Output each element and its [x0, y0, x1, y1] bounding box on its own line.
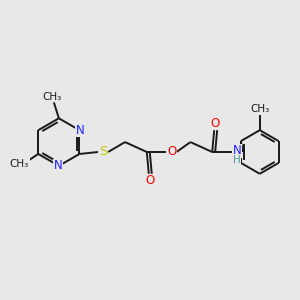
Text: H: H: [233, 155, 241, 165]
Text: CH₃: CH₃: [42, 92, 62, 101]
Text: O: O: [211, 117, 220, 130]
Text: N: N: [76, 124, 85, 137]
Text: CH₃: CH₃: [10, 159, 29, 169]
Text: CH₃: CH₃: [250, 104, 269, 114]
Text: N: N: [53, 159, 62, 172]
Text: O: O: [167, 146, 176, 158]
Text: N: N: [232, 145, 241, 158]
Text: O: O: [145, 174, 154, 187]
Text: S: S: [99, 146, 107, 158]
